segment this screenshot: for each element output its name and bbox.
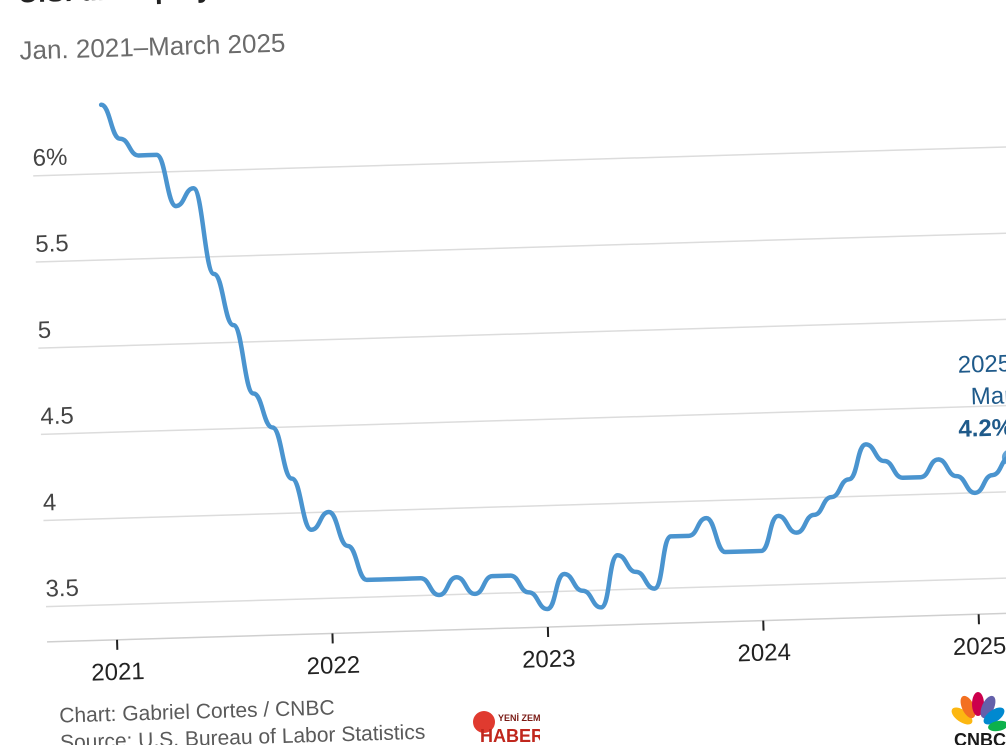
data-point — [491, 574, 494, 578]
data-point — [955, 474, 958, 478]
data-point — [137, 154, 140, 157]
x-tick-label: 2025 — [953, 632, 1006, 661]
annotation-value: 4.2% — [958, 414, 1006, 443]
y-tick-label: 4 — [43, 489, 57, 516]
data-point — [118, 137, 122, 140]
data-point — [527, 591, 531, 594]
x-axis: 2021 2022 2023 2024 2025 — [47, 612, 1006, 687]
data-point — [310, 528, 313, 531]
series-layer — [98, 102, 1006, 612]
gridline — [35, 232, 1006, 263]
data-point — [252, 392, 255, 395]
data-point — [599, 606, 603, 609]
data-point — [864, 443, 868, 446]
data-point — [936, 458, 940, 461]
data-point — [634, 570, 638, 574]
data-point — [232, 323, 235, 327]
data-point — [705, 516, 708, 520]
data-point — [991, 473, 994, 477]
data-point — [174, 204, 178, 208]
data-point — [581, 589, 584, 592]
annotation: 2025 Mar 4.2% — [957, 350, 1006, 443]
y-tick-label: 5.5 — [35, 230, 69, 258]
gridline — [38, 318, 1006, 349]
data-point — [212, 272, 216, 276]
y-tick-label: 3.5 — [45, 575, 79, 603]
x-tick-label: 2021 — [91, 658, 145, 687]
data-point — [812, 513, 816, 517]
data-point — [563, 572, 566, 576]
data-point — [919, 476, 922, 479]
annotation-year: 2025 — [957, 350, 1006, 379]
data-point — [616, 553, 619, 557]
x-tick-label: 2024 — [737, 639, 791, 668]
x-tick-label: 2023 — [522, 645, 576, 674]
data-point — [724, 550, 727, 554]
brand-wordmark: CNBC — [954, 730, 1006, 745]
data-point — [192, 187, 195, 190]
data-point — [473, 592, 477, 596]
y-tick-label: 4.5 — [40, 402, 74, 430]
data-point — [742, 550, 745, 553]
data-point — [327, 510, 331, 514]
data-point — [546, 607, 549, 611]
data-point — [419, 577, 422, 580]
data-point — [973, 491, 977, 495]
data-point — [669, 535, 673, 538]
data-point — [99, 103, 103, 107]
gridline — [33, 145, 1006, 177]
data-point — [290, 477, 294, 480]
series-line — [98, 102, 1006, 612]
gridlines — [33, 145, 1006, 608]
data-point — [901, 476, 904, 479]
data-point — [365, 578, 368, 582]
data-point — [383, 578, 386, 581]
gridline — [40, 404, 1006, 436]
watermark-logo: YENİ ZEMİN HABER — [473, 711, 540, 745]
gridline — [43, 490, 1006, 522]
x-tick-label: 2022 — [306, 652, 360, 681]
data-point — [437, 593, 441, 597]
y-tick-label: 5 — [37, 317, 51, 344]
data-point — [271, 426, 274, 429]
data-point — [653, 587, 656, 590]
svg-text:YENİ ZEMİN: YENİ ZEMİN — [498, 713, 540, 723]
cnbc-peacock-logo — [951, 692, 1006, 732]
data-point — [795, 531, 798, 534]
data-point — [346, 544, 350, 548]
data-point — [776, 514, 780, 518]
data-point — [687, 534, 691, 538]
data-point — [155, 153, 158, 157]
data-point — [830, 495, 833, 499]
data-point — [509, 574, 512, 577]
data-point — [759, 549, 763, 553]
y-tick-label: 6% — [32, 144, 67, 172]
annotation-month: Mar — [970, 382, 1006, 410]
data-point — [455, 576, 458, 579]
gridline — [45, 576, 1006, 608]
x-axis-line — [47, 612, 1006, 643]
data-point — [847, 478, 851, 481]
data-point — [883, 459, 886, 463]
data-point — [401, 577, 404, 581]
svg-text:HABER: HABER — [480, 726, 540, 745]
y-axis-labels: 3.5 4 4.5 5 5.5 6% — [32, 144, 79, 603]
